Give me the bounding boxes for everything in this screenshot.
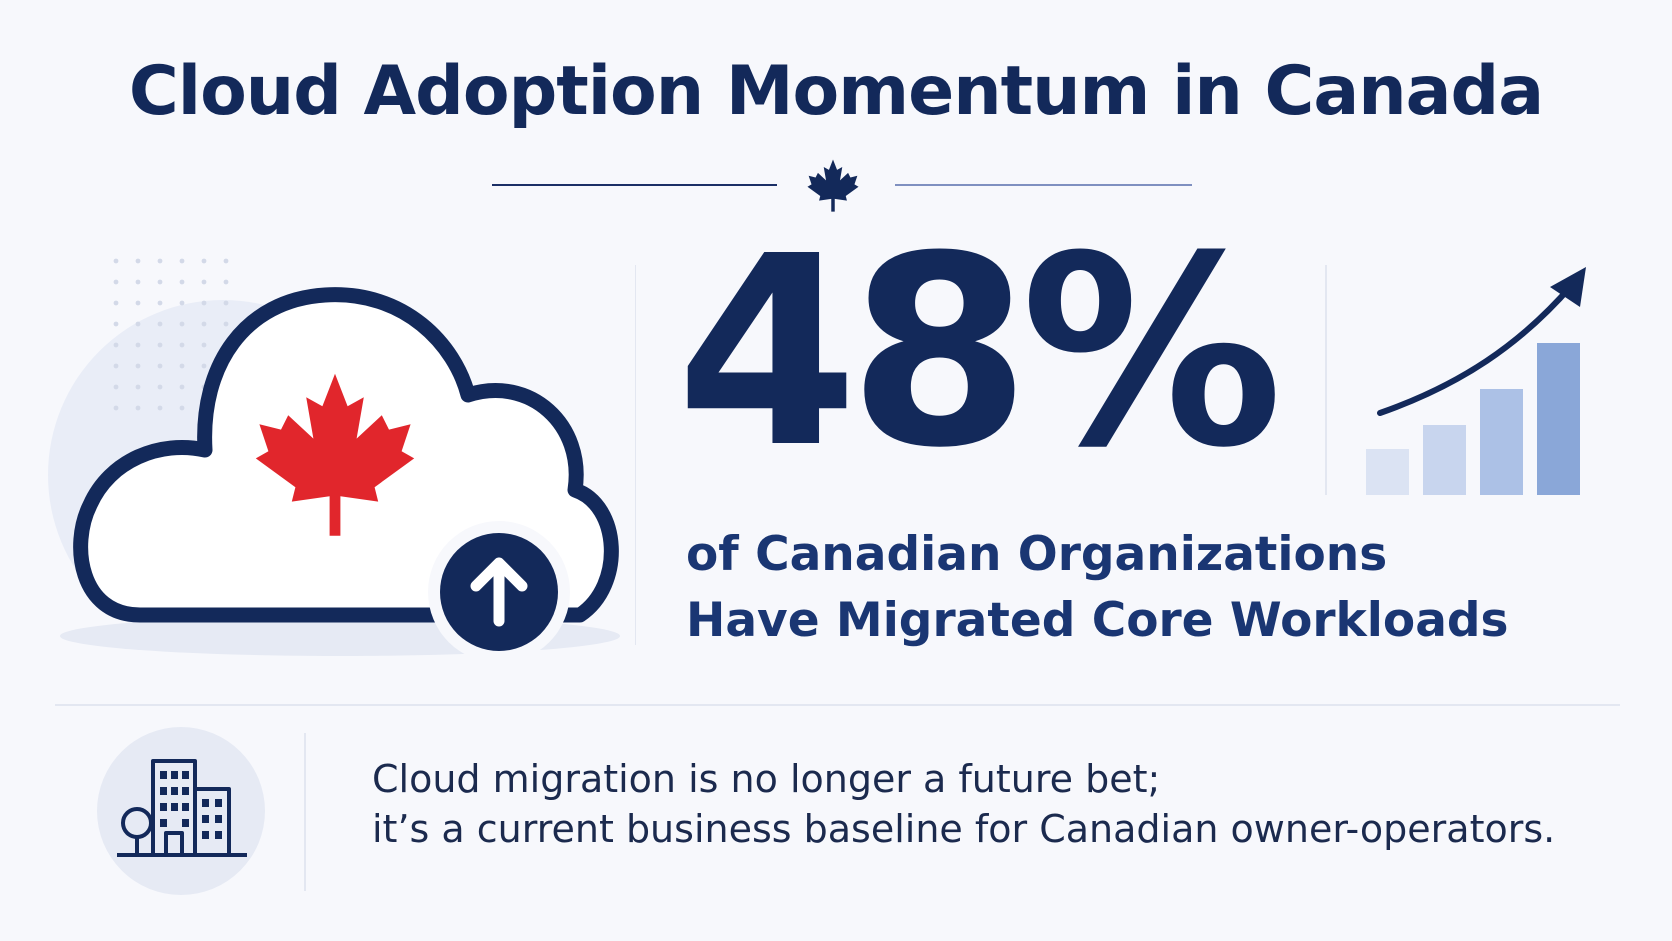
stat-value: 48%: [676, 200, 1283, 505]
stat-caption-line-1: of Canadian Organizations: [686, 527, 1388, 582]
pattern-dot: [157, 405, 163, 411]
arrow-up-icon: [440, 533, 558, 651]
pattern-dot: [201, 363, 207, 369]
pattern-dot: [157, 279, 163, 285]
page-title: Cloud Adoption Momentum in Canada: [128, 52, 1544, 131]
pattern-dot: [157, 321, 163, 327]
pattern-dot: [179, 363, 185, 369]
pattern-dot: [201, 300, 207, 306]
trend-arrowhead: [1550, 267, 1586, 307]
pattern-dot: [223, 300, 229, 306]
pattern-dot: [135, 321, 141, 327]
pattern-dot: [179, 300, 185, 306]
pattern-dot: [223, 258, 229, 264]
pattern-dot: [201, 321, 207, 327]
pattern-dot: [157, 384, 163, 390]
trend-arrow: [1377, 282, 1575, 416]
pattern-dot: [179, 279, 185, 285]
pattern-dot: [223, 279, 229, 285]
title-divider-right: [895, 184, 1192, 186]
pattern-dot: [179, 405, 185, 411]
pattern-dot: [113, 300, 119, 306]
footer-icon-divider: [304, 733, 306, 891]
trend-bar-4: [1537, 343, 1580, 495]
trend-bar-1: [1366, 449, 1409, 495]
office-buildings-icon: [97, 727, 265, 895]
pattern-dot: [113, 258, 119, 264]
pattern-dot: [223, 321, 229, 327]
pattern-dot: [113, 342, 119, 348]
pattern-dot: [135, 405, 141, 411]
pattern-dot: [113, 405, 119, 411]
footer-divider: [55, 704, 1620, 706]
section-divider: [1325, 265, 1327, 495]
footer-statement: Cloud migration is no longer a future be…: [372, 754, 1632, 854]
pattern-dot: [157, 363, 163, 369]
maple-leaf-icon: [807, 159, 859, 212]
footer-statement-line-1: Cloud migration is no longer a future be…: [372, 757, 1161, 801]
growth-bar-chart-icon: [1366, 267, 1586, 495]
pattern-dot: [201, 279, 207, 285]
pattern-dot: [135, 363, 141, 369]
section-divider: [635, 265, 636, 645]
trend-bar-3: [1480, 389, 1523, 495]
pattern-dot: [179, 384, 185, 390]
pattern-dot: [113, 279, 119, 285]
footer-statement-line-2: it’s a current business baseline for Can…: [372, 807, 1556, 851]
stat-caption: of Canadian Organizations Have Migrated …: [686, 522, 1586, 654]
pattern-dot: [113, 363, 119, 369]
pattern-dot: [179, 258, 185, 264]
title-divider-left: [492, 184, 777, 186]
pattern-dot: [113, 321, 119, 327]
pattern-dot: [135, 384, 141, 390]
pattern-dot: [135, 300, 141, 306]
pattern-dot: [113, 384, 119, 390]
pattern-dot: [157, 342, 163, 348]
maple-leaf-icon: [255, 373, 415, 536]
pattern-dot: [135, 342, 141, 348]
pattern-dot: [157, 300, 163, 306]
pattern-dot: [135, 279, 141, 285]
pattern-dot: [157, 258, 163, 264]
trend-bar-2: [1423, 425, 1466, 495]
pattern-dot: [179, 342, 185, 348]
upload-badge: [428, 521, 570, 663]
pattern-dot: [179, 321, 185, 327]
stat-caption-line-2: Have Migrated Core Workloads: [686, 593, 1509, 648]
pattern-dot: [201, 342, 207, 348]
pattern-dot: [201, 258, 207, 264]
pattern-dot: [135, 258, 141, 264]
